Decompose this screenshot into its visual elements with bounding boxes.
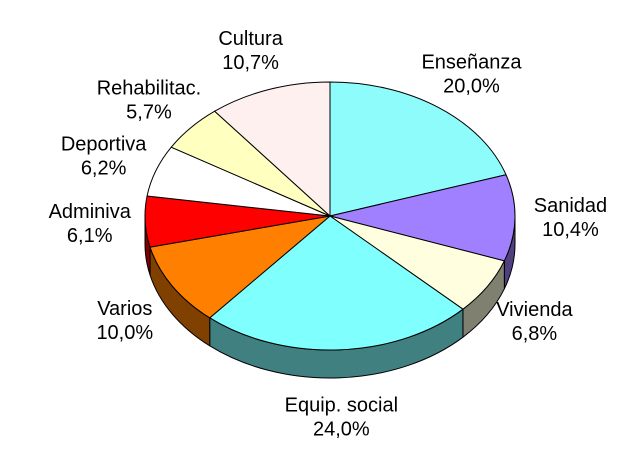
slice-value-label: 20,0%	[443, 75, 500, 97]
slice-label: Varios	[97, 298, 152, 320]
slice-label: Deportiva	[61, 133, 147, 155]
slice-value-label: 5,7%	[126, 102, 172, 124]
slice-value-label: 6,1%	[67, 225, 113, 247]
slice-label: Equip. social	[285, 394, 398, 416]
slice-value-label: 10,7%	[222, 52, 279, 74]
slice	[214, 81, 331, 217]
slice	[329, 81, 507, 217]
slice-label: Vivienda	[496, 299, 573, 321]
slice-value-label: 6,2%	[81, 157, 127, 179]
slice-label: Sanidad	[534, 195, 607, 217]
slice-label: Rehabilitac.	[97, 78, 202, 100]
slice-label: Cultura	[218, 28, 283, 50]
slice-value-label: 10,0%	[96, 322, 153, 344]
slice-value-label: 6,8%	[512, 323, 558, 345]
slice-value-label: 10,4%	[542, 219, 599, 241]
slice-label: Adminiva	[49, 201, 132, 223]
slice	[209, 215, 464, 351]
slice	[149, 215, 331, 319]
slice-label: Enseñanza	[421, 51, 522, 73]
slice-value-label: 24,0%	[313, 418, 370, 440]
slice	[329, 174, 516, 262]
